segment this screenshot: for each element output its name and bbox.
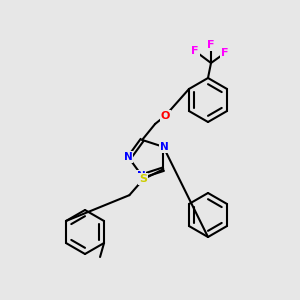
Text: F: F <box>221 48 229 58</box>
Text: N: N <box>124 152 132 162</box>
Text: S: S <box>140 174 147 184</box>
Text: N: N <box>137 171 146 181</box>
Text: O: O <box>160 111 170 121</box>
Text: F: F <box>207 40 215 50</box>
Text: F: F <box>191 46 199 56</box>
Text: N: N <box>160 142 169 152</box>
